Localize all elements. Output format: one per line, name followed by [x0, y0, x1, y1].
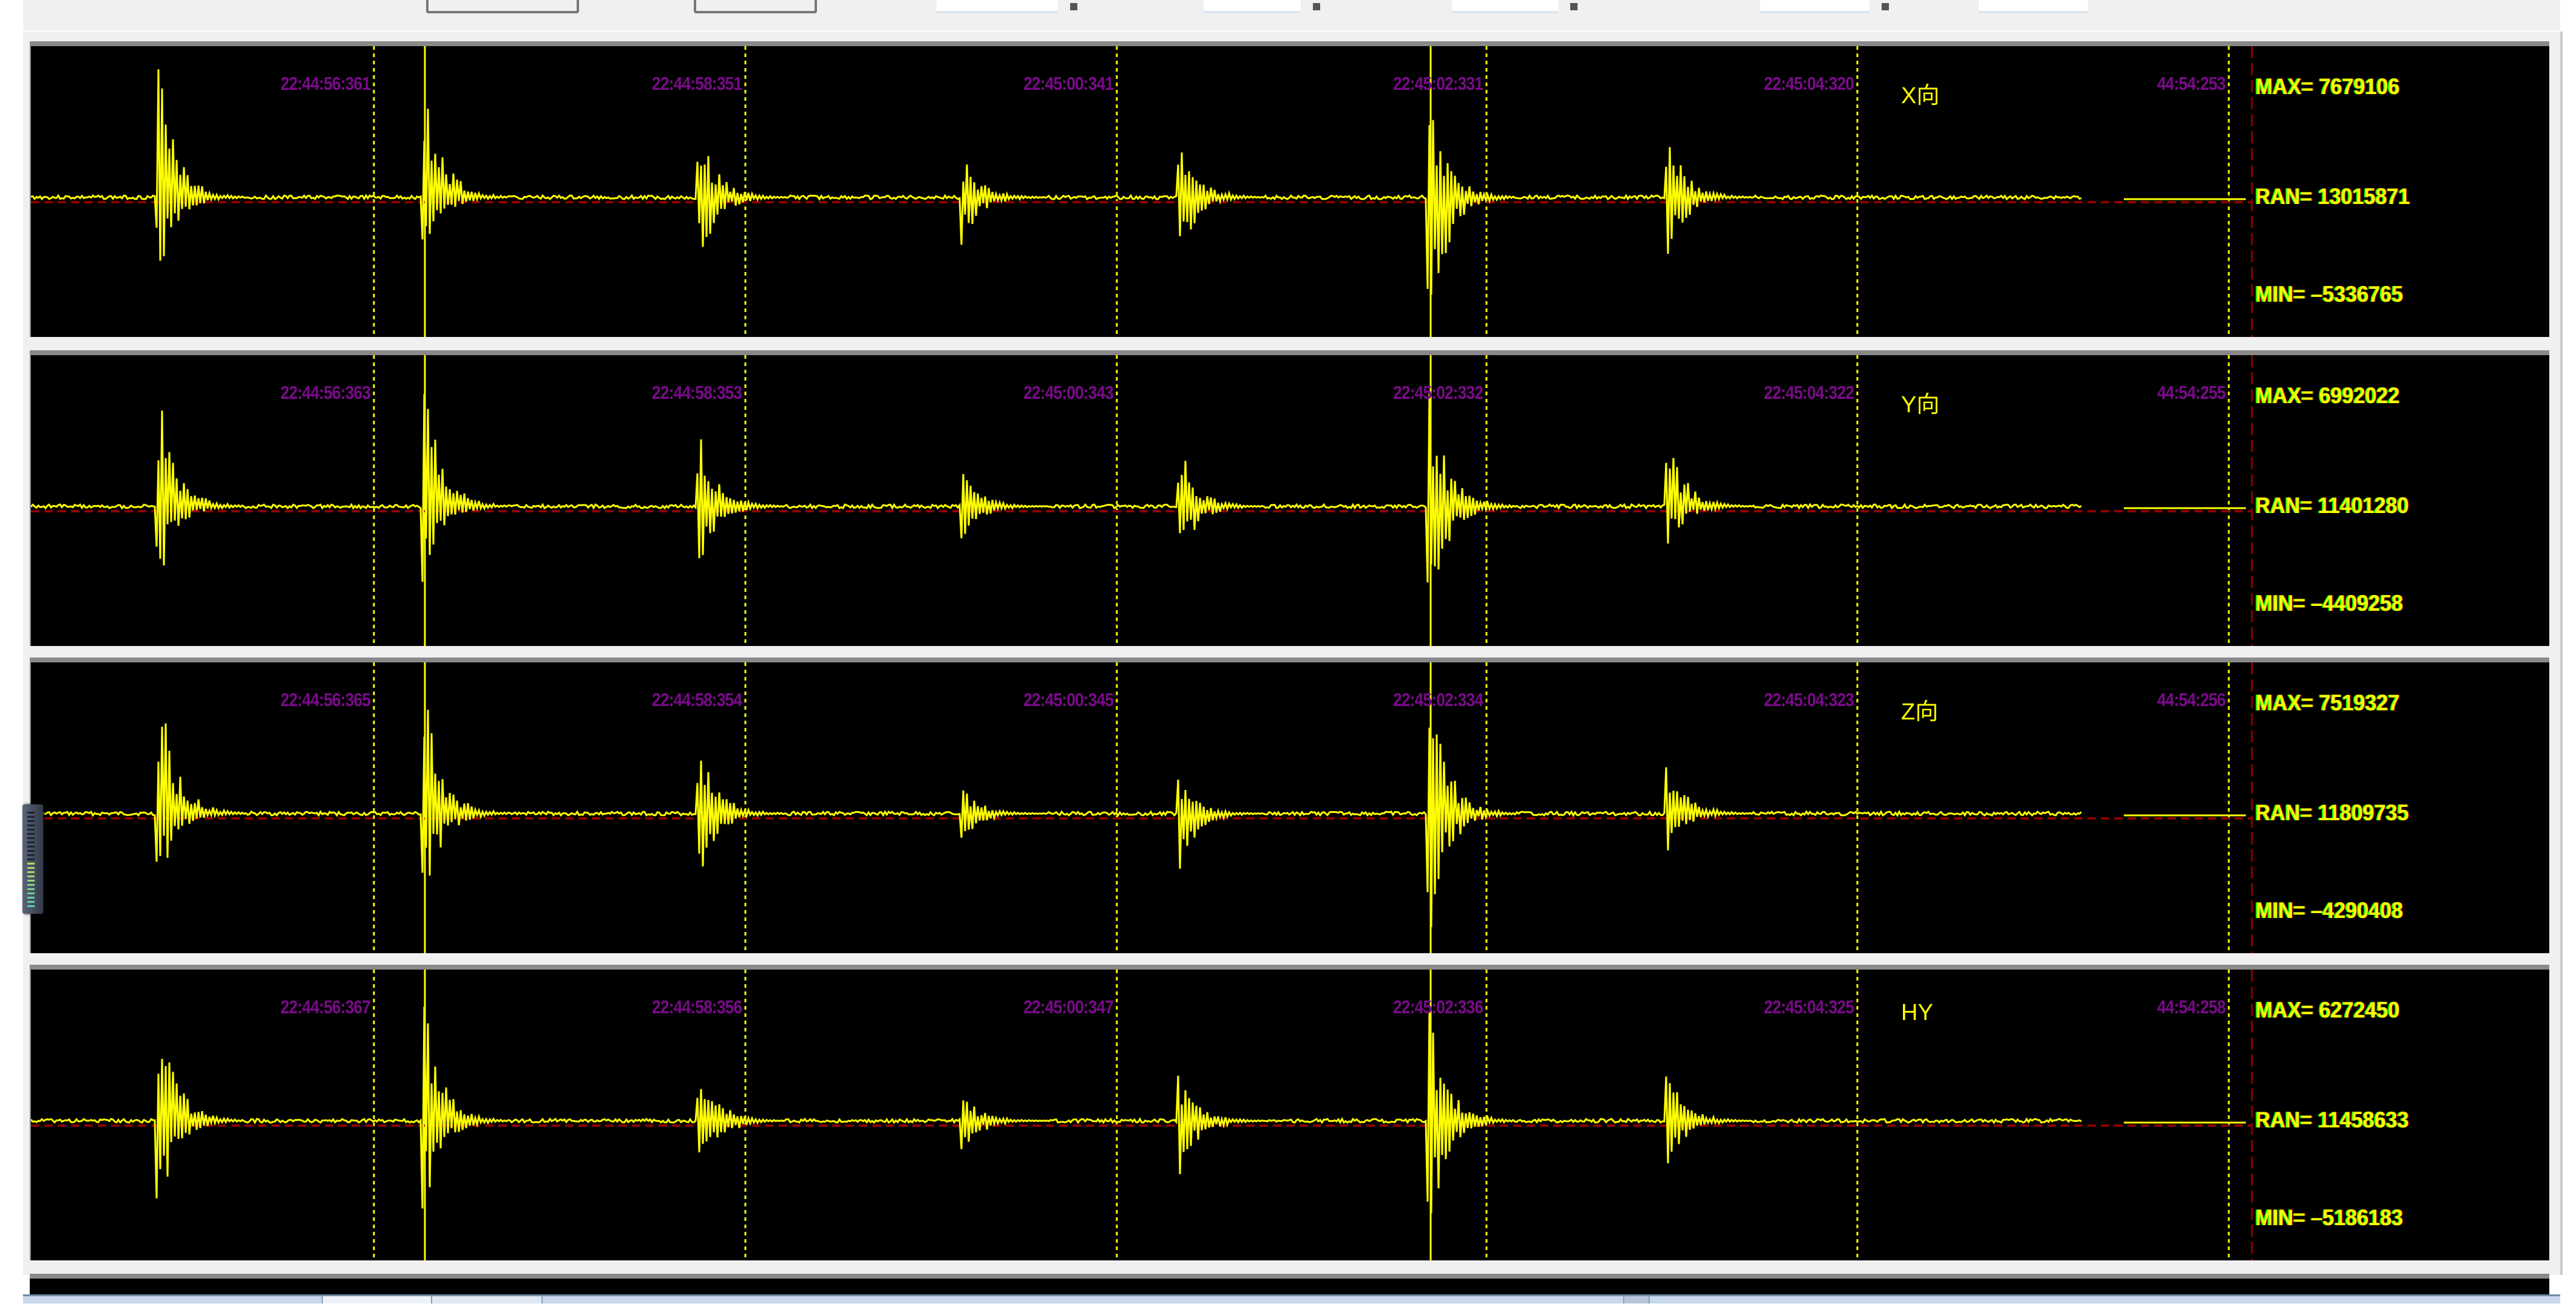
- toolbar-field-6[interactable]: [1979, 0, 2088, 13]
- timestamp-label: 22:45:02:332: [1392, 382, 1483, 403]
- range-value: RAN= 11401280: [2256, 493, 2409, 518]
- range-value: RAN= 11809735: [2256, 800, 2409, 825]
- channel-panel-2[interactable]: 22:44:56:363 22:44:58:353 22:45:00:343 22:4…: [30, 350, 2549, 646]
- level-segment: [27, 824, 35, 826]
- waveform-plot[interactable]: [31, 970, 2551, 1260]
- scrollbar-thumb[interactable]: [322, 1296, 433, 1304]
- timestamp-label: 44:54:253: [2157, 73, 2226, 94]
- level-segment: [27, 888, 35, 890]
- scrollbar-segment[interactable]: [431, 1296, 543, 1304]
- spin-arrow-icon[interactable]: [1882, 3, 1889, 10]
- min-value: MIN= –5186183: [2256, 1205, 2404, 1230]
- level-segment: [27, 875, 35, 877]
- timestamp-label: 44:54:258: [2157, 996, 2226, 1018]
- horizontal-scrollbar[interactable]: [23, 1294, 2560, 1304]
- toolbar-field-3[interactable]: [1204, 0, 1301, 13]
- timestamp-label: 22:44:56:361: [280, 73, 371, 94]
- level-segment: [27, 905, 35, 907]
- min-value: MIN= –4409258: [2256, 591, 2404, 616]
- timestamp-label: 22:45:02:336: [1392, 996, 1483, 1018]
- timestamp-label: 22:44:58:356: [651, 996, 742, 1018]
- timestamp-label: 22:45:02:334: [1392, 689, 1483, 710]
- level-segment: [27, 901, 35, 903]
- level-segment: [27, 884, 35, 886]
- waveform-trace: [31, 1006, 2082, 1214]
- waveform-plot[interactable]: [31, 662, 2551, 953]
- toolbar-field-5[interactable]: [1760, 0, 1869, 13]
- timestamp-label: 22:45:00:341: [1023, 73, 1114, 94]
- level-segment: [27, 858, 35, 860]
- channel-label: X向: [1901, 83, 1940, 109]
- level-segment: [27, 841, 35, 843]
- timestamp-label: 22:45:00:347: [1023, 996, 1114, 1018]
- toolbar-button-0[interactable]: [426, 0, 579, 13]
- toolbar-field-4[interactable]: [1452, 0, 1558, 13]
- level-segment: [27, 812, 35, 814]
- max-value: MAX= 6272450: [2256, 998, 2400, 1022]
- timestamp-label: 44:54:255: [2157, 382, 2226, 403]
- timestamp-label: 22:44:58:351: [651, 73, 742, 94]
- timestamp-label: 22:45:04:320: [1763, 73, 1854, 94]
- waveform-trace: [31, 709, 2083, 928]
- waveform-trace: [31, 69, 2082, 295]
- level-segment: [27, 880, 35, 882]
- level-segment: [27, 816, 35, 818]
- range-value: RAN= 11458633: [2256, 1107, 2409, 1132]
- toolbar-field-2[interactable]: [937, 0, 1058, 13]
- timestamp-label: 22:45:02:331: [1392, 73, 1483, 94]
- timestamp-label: 22:44:58:354: [651, 689, 742, 710]
- channel-panel-1[interactable]: 22:44:56:361 22:44:58:351 22:45:00:341 22:4…: [30, 41, 2549, 337]
- spin-arrow-icon[interactable]: [1570, 3, 1578, 10]
- timestamp-label: 22:45:04:325: [1763, 996, 1854, 1018]
- level-segment: [27, 863, 35, 865]
- timestamp-label: 22:45:00:345: [1023, 689, 1114, 710]
- level-segment: [27, 820, 35, 822]
- min-value: MIN= –5336765: [2256, 282, 2404, 307]
- level-segment: [27, 833, 35, 835]
- timestamp-label: 22:44:58:353: [651, 382, 742, 403]
- channel-panel-4[interactable]: 22:44:56:367 22:44:58:356 22:45:00:347 22:4…: [30, 965, 2549, 1260]
- max-value: MAX= 7679106: [2256, 74, 2400, 99]
- max-value: MAX= 7519327: [2256, 690, 2400, 715]
- timestamp-label: 22:44:56:365: [280, 689, 371, 710]
- range-value: RAN= 13015871: [2256, 184, 2410, 209]
- level-segment: [27, 871, 35, 873]
- timestamp-label: 22:44:56:367: [280, 996, 371, 1018]
- channel-label: Z向: [1901, 699, 1939, 725]
- timestamp-label: 22:44:56:363: [280, 382, 371, 403]
- level-segment: [27, 846, 35, 848]
- level-segment: [27, 850, 35, 852]
- level-segment: [27, 892, 35, 894]
- channel-label: HY: [1901, 1000, 1933, 1025]
- level-segment: [27, 854, 35, 856]
- min-value: MIN= –4290408: [2256, 898, 2404, 923]
- toolbar-button-1[interactable]: [694, 0, 817, 13]
- max-value: MAX= 6992022: [2256, 383, 2400, 408]
- spin-arrow-icon[interactable]: [1070, 3, 1077, 10]
- level-segment: [27, 829, 35, 831]
- spin-arrow-icon[interactable]: [1313, 3, 1320, 10]
- timestamp-label: 22:45:04:322: [1763, 382, 1854, 403]
- scrollbar-splitter[interactable]: [1623, 1296, 1650, 1304]
- extra-channel-strip: [30, 1274, 2549, 1294]
- level-segment: [27, 867, 35, 869]
- waveform-plot[interactable]: [31, 46, 2551, 337]
- channel-panel-3[interactable]: 22:44:56:365 22:44:58:354 22:45:00:345 22:4…: [30, 658, 2549, 953]
- waveform-trace: [31, 393, 2082, 583]
- level-segment: [27, 837, 35, 839]
- level-segment: [27, 897, 35, 899]
- toolbar: [23, 0, 2560, 30]
- waveform-plot[interactable]: [31, 355, 2551, 646]
- timestamp-label: 44:54:256: [2157, 689, 2226, 710]
- signal-level-meter[interactable]: [22, 804, 43, 914]
- timestamp-label: 22:45:04:323: [1763, 689, 1854, 710]
- timestamp-label: 22:45:00:343: [1023, 382, 1114, 403]
- channel-label: Y向: [1901, 392, 1940, 418]
